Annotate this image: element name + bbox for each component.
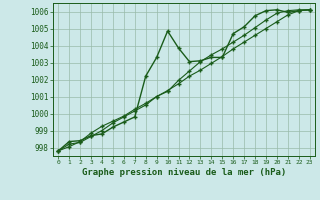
X-axis label: Graphe pression niveau de la mer (hPa): Graphe pression niveau de la mer (hPa) [82, 168, 286, 177]
